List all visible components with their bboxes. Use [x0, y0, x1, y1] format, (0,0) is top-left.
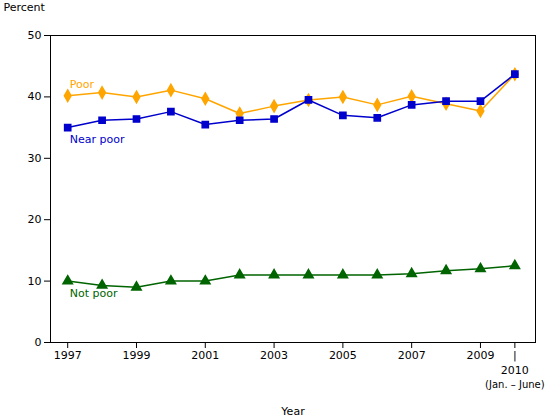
svg-text:30: 30	[28, 152, 42, 165]
svg-text:2007: 2007	[398, 349, 426, 362]
svg-text:1997: 1997	[54, 349, 82, 362]
svg-text:0: 0	[35, 336, 42, 349]
svg-text:|: |	[513, 349, 517, 362]
svg-text:Percent: Percent	[4, 1, 46, 14]
svg-text:1999: 1999	[122, 349, 150, 362]
svg-text:Poor: Poor	[70, 78, 95, 91]
svg-text:2010: 2010	[501, 364, 529, 377]
svg-text:2009: 2009	[466, 349, 494, 362]
svg-text:(Jan. – June): (Jan. – June)	[485, 379, 545, 390]
svg-text:10: 10	[28, 275, 42, 288]
svg-text:50: 50	[28, 29, 42, 42]
svg-text:40: 40	[28, 90, 42, 103]
svg-text:Near poor: Near poor	[70, 133, 125, 146]
svg-text:Not poor: Not poor	[70, 287, 118, 300]
svg-text:Year: Year	[280, 405, 305, 418]
svg-text:2001: 2001	[191, 349, 219, 362]
svg-text:2005: 2005	[329, 349, 357, 362]
svg-text:2003: 2003	[260, 349, 288, 362]
svg-text:20: 20	[28, 213, 42, 226]
